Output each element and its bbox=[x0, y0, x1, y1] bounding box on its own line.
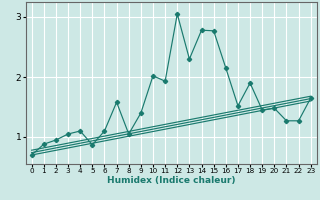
X-axis label: Humidex (Indice chaleur): Humidex (Indice chaleur) bbox=[107, 176, 236, 185]
